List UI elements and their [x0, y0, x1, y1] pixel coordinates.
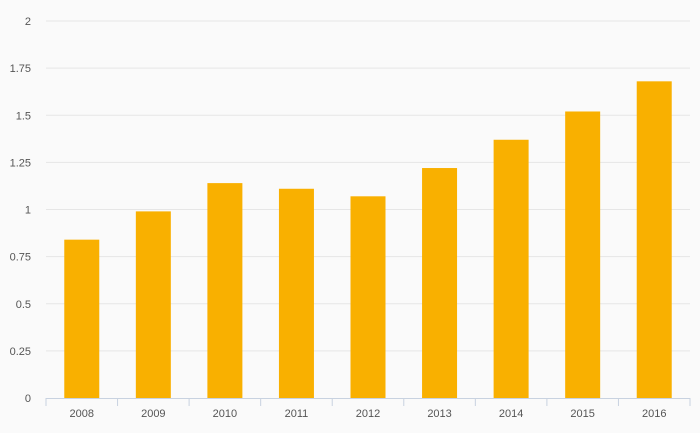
bar-2013[interactable]: [422, 168, 458, 398]
y-tick-label: 2: [25, 16, 31, 28]
y-tick-label: 1: [25, 205, 31, 217]
x-axis-labels: 2008 2009 2010 2011 2012 2013 2014 2015 2016: [70, 408, 667, 420]
y-tick-label: 0: [25, 393, 31, 405]
bar-2010[interactable]: [207, 183, 243, 398]
bar-2011[interactable]: [278, 188, 314, 398]
x-tick-label: 2013: [427, 408, 451, 420]
y-tick-label: 1.25: [10, 157, 31, 169]
bar-2012[interactable]: [350, 196, 386, 398]
y-axis-labels: 0 0.25 0.5 0.75 1 1.25 1.5 1.75 2: [10, 16, 31, 405]
x-tick-label: 2012: [356, 408, 380, 420]
x-tick-label: 2011: [285, 408, 309, 420]
x-tick-label: 2008: [70, 408, 94, 420]
bar-2016[interactable]: [636, 81, 672, 398]
y-tick-label: 1.75: [10, 63, 31, 75]
bar-2009[interactable]: [135, 211, 171, 398]
bar-2015[interactable]: [565, 111, 601, 398]
bar-2014[interactable]: [493, 139, 529, 398]
y-tick-label: 0.5: [16, 299, 31, 311]
x-tick-label: 2015: [570, 408, 594, 420]
x-tick-label: 2016: [642, 408, 666, 420]
y-tick-label: 1.5: [16, 110, 31, 122]
bar-2008[interactable]: [64, 239, 100, 398]
x-tick-label: 2009: [141, 408, 165, 420]
x-tick-label: 2014: [499, 408, 523, 420]
y-tick-label: 0.25: [10, 346, 31, 358]
x-tick-label: 2010: [213, 408, 237, 420]
bars: [64, 81, 672, 398]
y-tick-label: 0.75: [10, 252, 31, 264]
x-axis: [45, 398, 691, 406]
